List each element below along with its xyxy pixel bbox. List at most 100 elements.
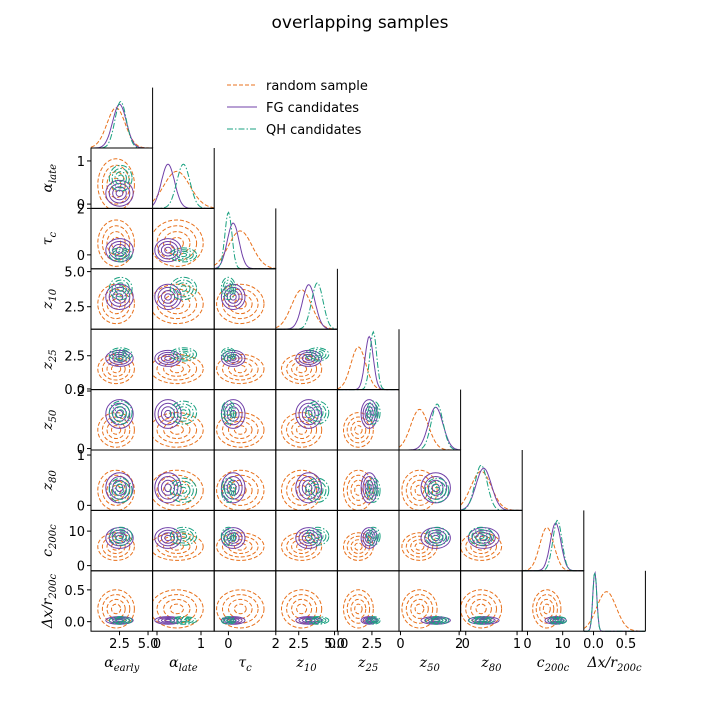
contour-2-2 [301,406,316,422]
contour-1-2 [291,420,313,439]
contour-3-1 [179,352,188,357]
x-tick-label: 0.0 [328,637,349,652]
contour-1-4 [281,469,323,511]
contour-3-1 [477,618,485,622]
y-tick-label: 1 [77,449,85,464]
contour-1-1 [233,364,247,374]
y-tick-label: 0 [77,249,85,264]
contour-3-1 [477,533,485,539]
contour-3-4 [305,477,330,503]
x-tick-label: 2 [272,637,280,652]
contour-2-3 [298,351,319,365]
contour-3-1 [117,533,125,539]
contour-3-4 [366,616,381,625]
contour-2-3 [157,476,179,500]
x-axis-label-z10: z10 [296,655,318,674]
x-tick-label: 0 [462,637,470,652]
contour-2-4 [154,238,182,263]
contour-1-2 [106,420,126,439]
marginal-z50 [398,389,462,451]
contour-3-1 [371,618,376,622]
contour-3-2 [224,350,233,359]
contour-3-2 [311,483,324,497]
contour-3-1 [179,533,188,539]
contour-3-4 [305,347,330,362]
contour-1-1 [296,603,308,615]
contour-3-4 [108,616,133,625]
contour-3-2 [114,406,127,419]
contour-1-4 [216,412,265,448]
contour-panel-tau_c-c200c [213,509,277,572]
contour-3-2 [114,250,127,259]
contour-3-1 [371,409,376,417]
contour-2-4 [154,527,182,549]
contour-3-3 [308,529,327,544]
contour-3-2 [474,618,488,623]
contour-2-3 [157,402,179,426]
panel-frame [213,389,277,451]
contour-3-4 [169,276,198,301]
contour-2-4 [154,616,182,625]
contour-2-4 [105,472,134,504]
contour-3-2 [224,618,233,623]
contour-1-4 [97,283,135,325]
contour-3-2 [224,483,233,497]
x-tick-label: 0 [224,637,232,652]
contour-1-2 [291,361,313,377]
panel-frame [275,328,338,391]
legend-label-1: random sample [266,79,368,94]
contour-1-1 [233,425,247,435]
contour-1-4 [152,532,204,561]
y-tick-label: 1 [77,155,85,170]
contour-3-4 [108,276,133,301]
contour-1-1 [111,484,122,496]
contour-3-2 [176,350,191,359]
contour-panel-tau_c-z80 [213,449,277,511]
contour-1-1 [111,425,122,435]
contour-3-3 [173,529,194,544]
y-tick-label: 0 [77,499,85,514]
x-tick-label: 2 [455,637,463,652]
contour-1-1 [169,236,184,250]
contour-3-4 [424,477,450,503]
legend-label-3: QH candidates [266,123,362,138]
marginal-line-1 [152,170,215,209]
contour-2-1 [115,189,124,198]
contour-2-3 [362,529,376,547]
contour-3-3 [111,249,130,261]
contour-2-3 [298,402,319,426]
contour-2-3 [108,286,131,307]
contour-3-3 [111,279,130,298]
contour-3-2 [311,406,324,419]
contour-3-4 [305,616,330,625]
contour-1-1 [169,298,184,310]
contour-2-4 [220,349,246,367]
contour-panel-alpha_late-z50 [152,389,215,451]
contour-1-4 [532,589,562,629]
contour-3-3 [173,617,194,624]
marginal-z25 [337,329,400,391]
contour-1-2 [106,293,126,315]
y-tick-label: 0.0 [64,616,85,631]
contour-2-3 [108,529,131,547]
contour-1-1 [354,425,363,435]
x-tick-label: 2.5 [362,637,383,652]
contour-3-3 [308,480,327,500]
contour-panel-alpha_late-tau_c [152,207,215,270]
contour-1-2 [291,598,313,619]
contour-1-3 [346,416,371,444]
contour-3-2 [311,618,324,623]
contour-1-2 [163,420,191,439]
contour-1-2 [228,539,253,554]
y-axis-label-c200c: c200c [40,524,59,557]
contour-1-2 [163,598,191,619]
contour-3-2 [224,531,233,542]
contour-2-4 [467,527,500,549]
marginal-line-2 [337,335,399,391]
contour-3-1 [117,618,125,622]
contour-1-4 [401,469,438,511]
contour-panel-alpha_late-z25 [152,328,215,391]
y-tick-label: 2 [77,385,85,400]
contour-1-4 [97,532,135,561]
